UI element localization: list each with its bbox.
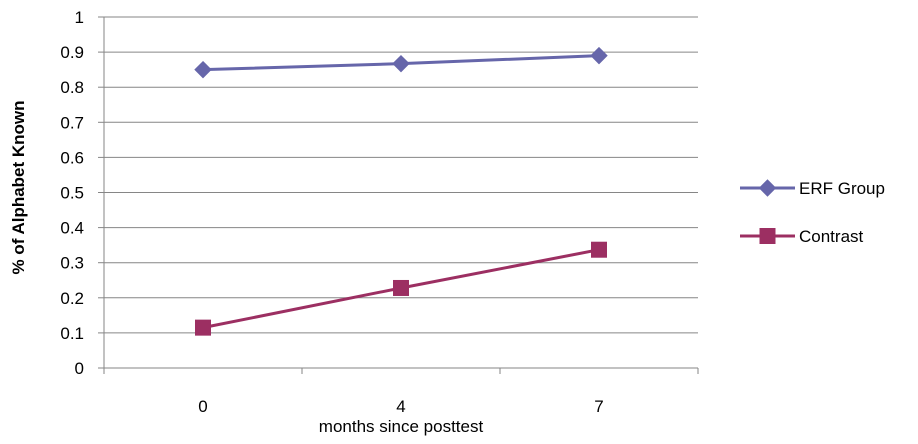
x-axis-title: months since posttest (319, 417, 484, 436)
y-tick-label: 0.2 (60, 289, 84, 308)
data-point (392, 54, 410, 73)
x-axis-ticks: 0 4 7 (103, 368, 699, 416)
legend-label: Contrast (799, 227, 864, 246)
legend: ERF Group Contrast (740, 179, 885, 246)
series-group (194, 46, 608, 336)
y-tick-label: 0.5 (60, 184, 84, 203)
data-point (195, 319, 211, 336)
y-tick-label: 0.9 (60, 43, 84, 62)
x-tick-label: 7 (594, 397, 603, 416)
legend-marker (759, 228, 776, 244)
y-tick-label: 0.4 (60, 219, 84, 238)
y-tick-label: 0.1 (60, 324, 84, 343)
y-tick-label: 0 (75, 359, 84, 378)
legend-label: ERF Group (799, 179, 885, 198)
y-tick-label: 0.8 (60, 78, 84, 97)
y-tick-label: 0.7 (60, 113, 84, 132)
x-tick-label: 4 (396, 397, 405, 416)
x-tick-label: 0 (198, 397, 207, 416)
data-point (590, 46, 608, 65)
legend-marker (758, 179, 777, 197)
y-tick-label: 0.3 (60, 254, 84, 273)
y-axis-title: % of Alphabet Known (9, 100, 28, 274)
gridlines (104, 16, 698, 334)
data-point (194, 60, 212, 79)
data-point (591, 241, 607, 258)
data-point (393, 279, 409, 296)
y-tick-label: 0.6 (60, 148, 84, 167)
y-axis-ticks: 0 0.1 0.2 0.3 0.4 0.5 0.6 0.7 0.8 0.9 1 (60, 8, 104, 378)
y-tick-label: 1 (75, 8, 84, 27)
